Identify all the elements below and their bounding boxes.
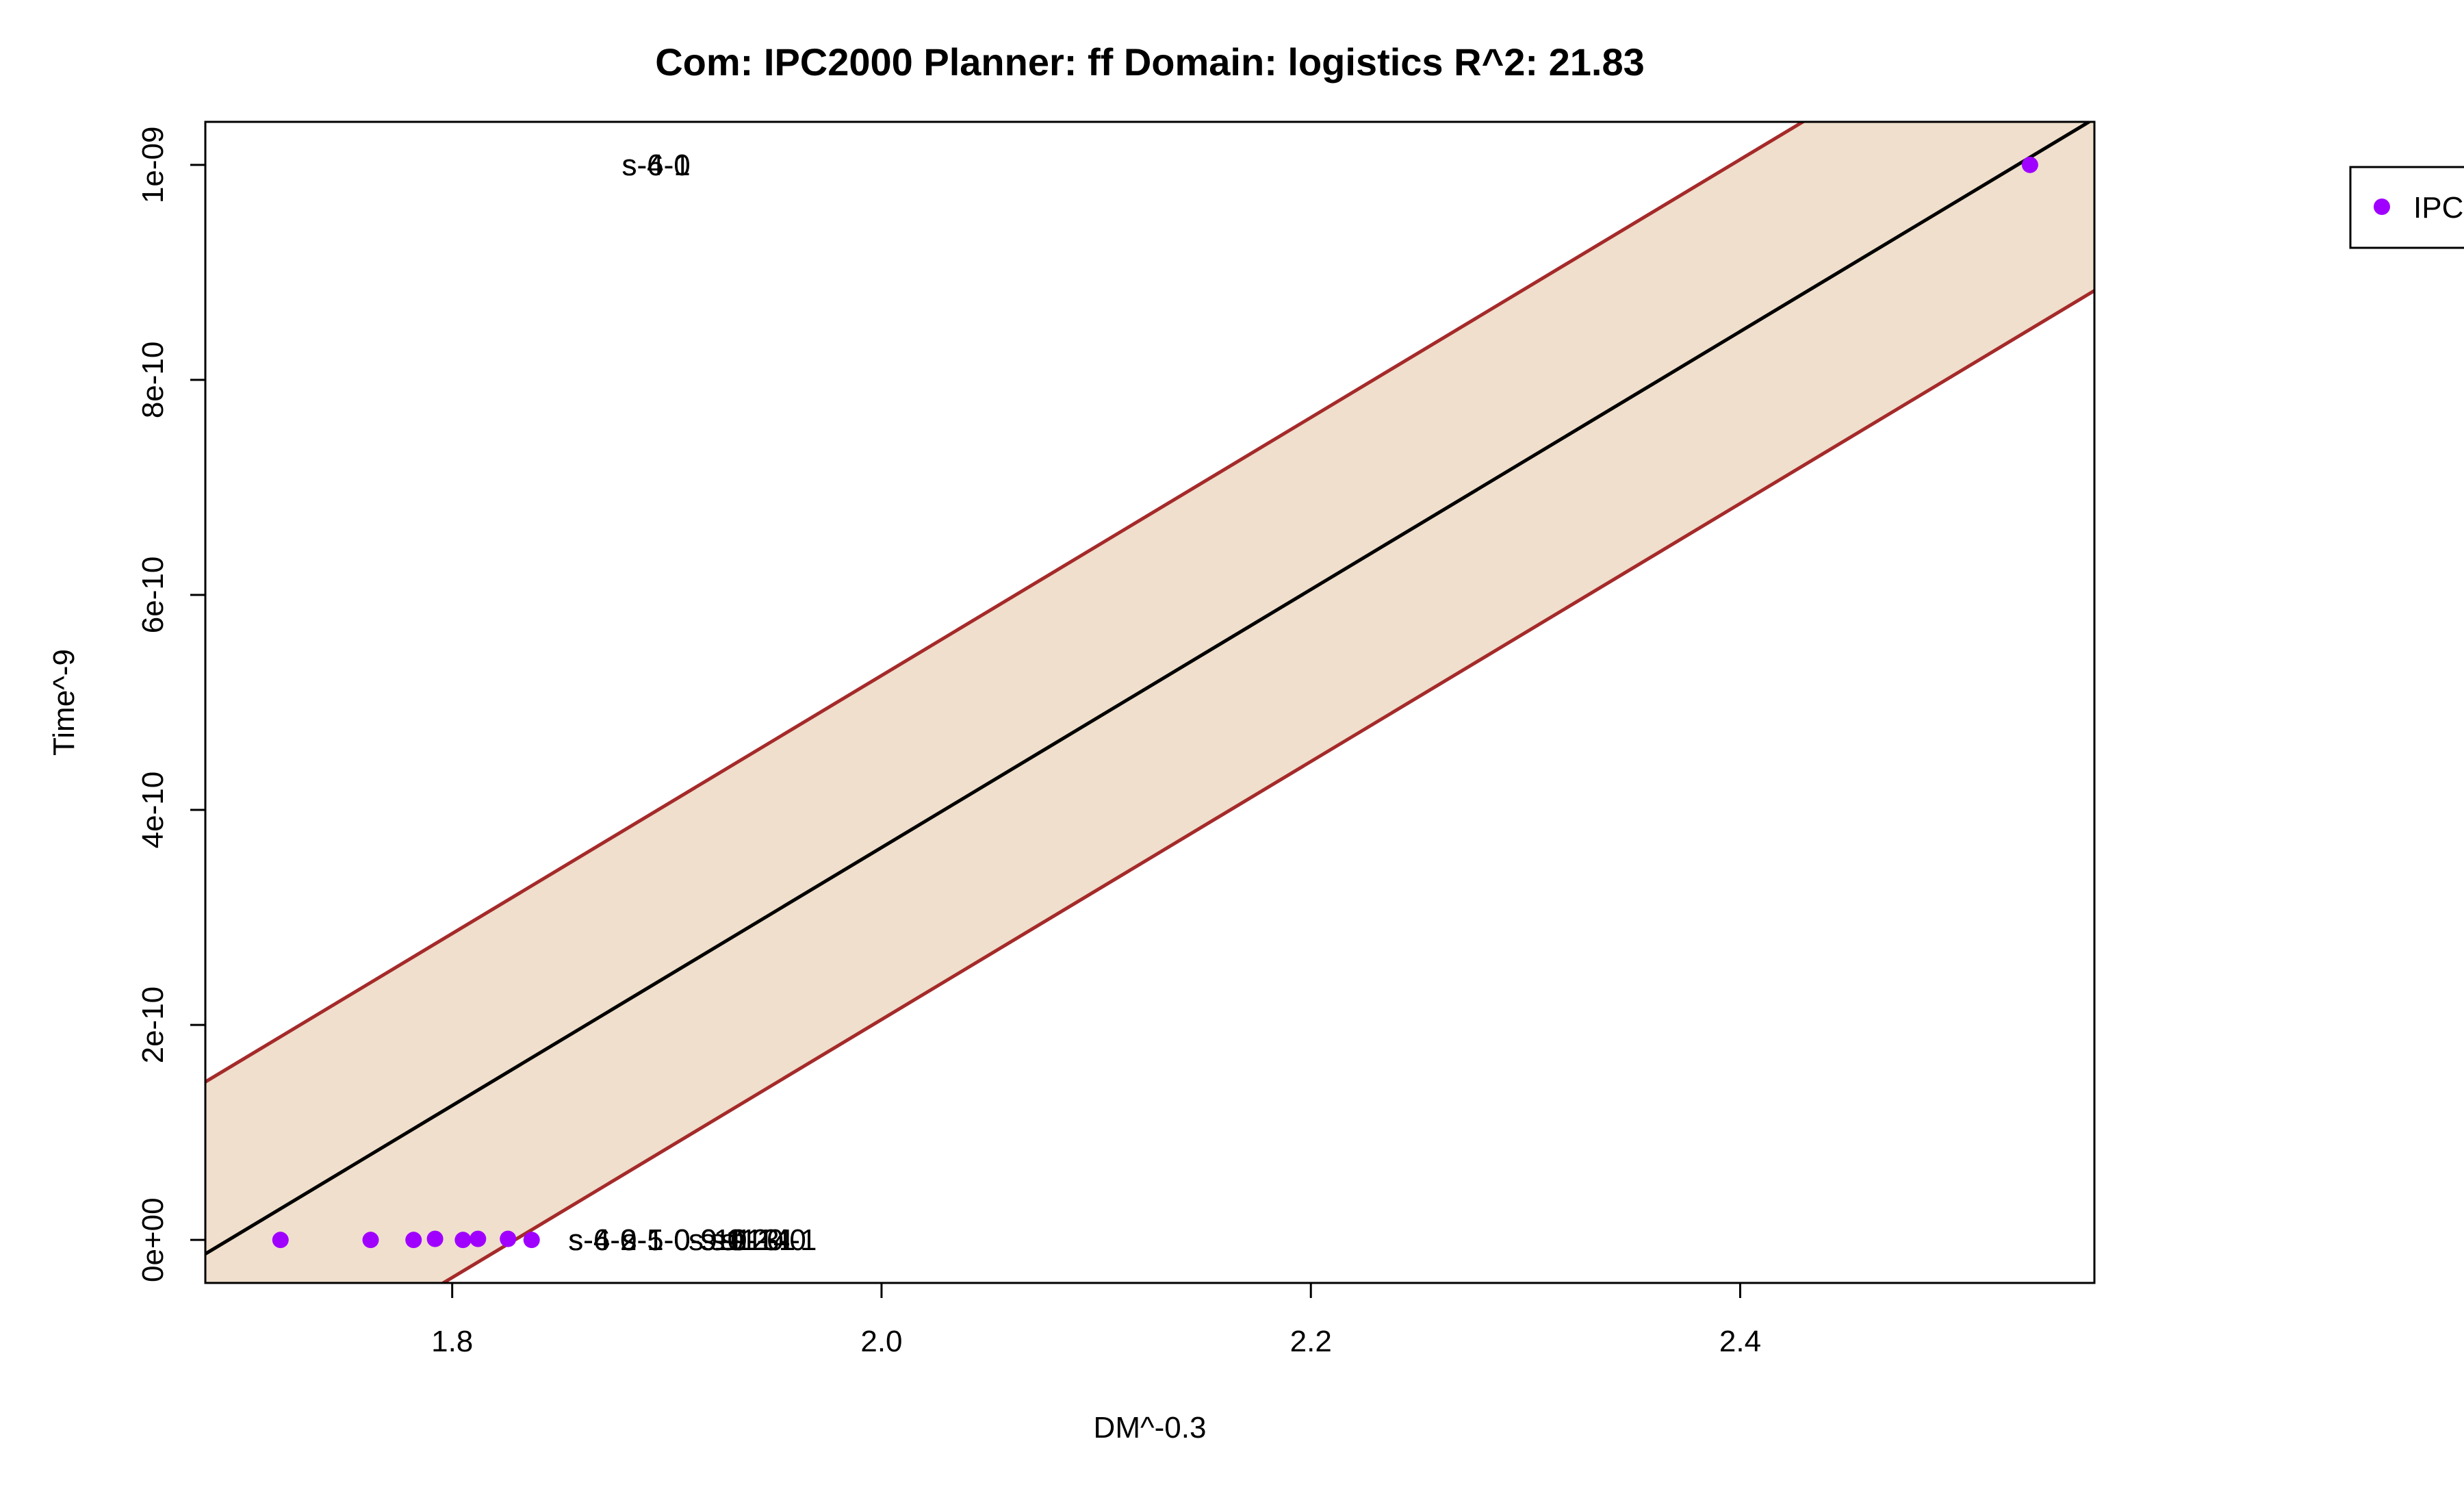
point-label: s-5-0 [622,1223,691,1257]
regression-line [205,122,2093,1256]
y-tick-label: 4e-10 [136,772,170,849]
legend-marker [2374,199,2390,215]
y-tick-label: 2e-10 [136,987,170,1064]
y-tick-label: 6e-10 [136,557,170,634]
legend: IPC [2349,166,2464,249]
point-label: s-6-0 [622,149,691,182]
points-layer [272,156,2038,1249]
plot-frame [204,120,2096,1284]
data-point [470,1230,487,1247]
plot-area: s-6-0s-4-1 s-6-2-1-0-9-1s-4-0-1-0-9-0s-5-… [205,122,2094,1283]
band-lower-line [439,289,2094,1283]
x-tick-label: 2.0 [860,1325,902,1358]
band-upper-line [205,122,1806,1084]
x-tick-label: 1.8 [431,1325,473,1358]
legend-label: IPC [2413,191,2463,225]
point-label: s-14-1 [732,1223,817,1257]
data-point [523,1232,540,1249]
legend-box [2349,166,2464,249]
data-point [272,1232,289,1249]
x-axis-label: DM^-0.3 [1094,1411,1207,1445]
data-point [454,1232,472,1249]
y-tick-label: 8e-10 [136,342,170,419]
x-tick-label: 2.4 [1719,1325,1761,1358]
data-point [500,1230,517,1247]
data-point [426,1230,444,1247]
confidence-band [205,122,2094,1283]
data-point [2021,156,2038,173]
y-axis: 0e+00 2e-10 4e-10 6e-10 8e-10 1e-09 [136,127,205,1282]
x-axis: 1.8 2.0 2.2 2.4 [431,1283,1761,1358]
chart-title: Com: IPC2000 Planner: ff Domain: logisti… [655,40,1645,84]
point-labels-layer: s-6-0s-4-1 s-6-2-1-0-9-1s-4-0-1-0-9-0s-5-… [568,149,817,1257]
x-tick-label: 2.2 [1290,1325,1332,1358]
point-label: s-4-1 [622,149,691,182]
point-label: s-12-1 [710,1223,795,1257]
point-label: s-6-2-1-0-9-1 [568,1223,744,1257]
data-point [405,1232,422,1249]
y-tick-label: 0e+00 [136,1197,170,1282]
y-tick-label: 1e-09 [136,127,170,204]
y-axis-label: Time^-9 [47,649,81,756]
point-label: s-13-0 [721,1223,806,1257]
point-label: s-10-1 [689,1223,774,1257]
point-label: s-4-0-1-0-9-0 [568,1223,744,1257]
data-point [362,1232,379,1249]
point-label: s-11-0 [700,1223,783,1257]
